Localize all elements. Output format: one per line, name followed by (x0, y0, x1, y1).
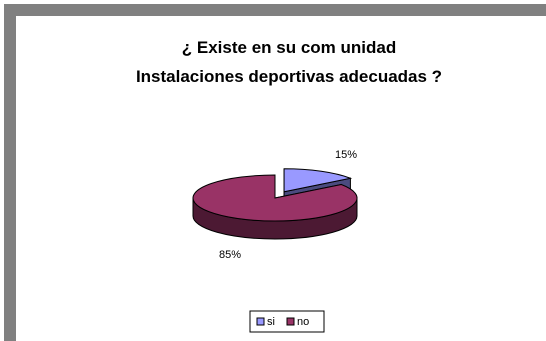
pie-chart (192, 168, 358, 240)
legend-swatch-no (286, 317, 295, 326)
chart-area (16, 16, 546, 341)
legend-label-si: si (267, 316, 275, 328)
legend-label-no: no (297, 316, 309, 328)
data-label-si: 15% (335, 149, 357, 161)
legend-swatch-si (256, 317, 265, 326)
pie-slice-no (192, 174, 358, 222)
data-label-no: 85% (219, 249, 241, 261)
chart-title-line-1: ¿ Existe en su com unidad (182, 38, 396, 57)
legend: si no (249, 310, 325, 333)
chart-shadow-left (4, 4, 16, 325)
chart-title-line-2: Instalaciones deportivas adecuadas ? (136, 67, 442, 86)
pie-slice-si (283, 168, 353, 193)
